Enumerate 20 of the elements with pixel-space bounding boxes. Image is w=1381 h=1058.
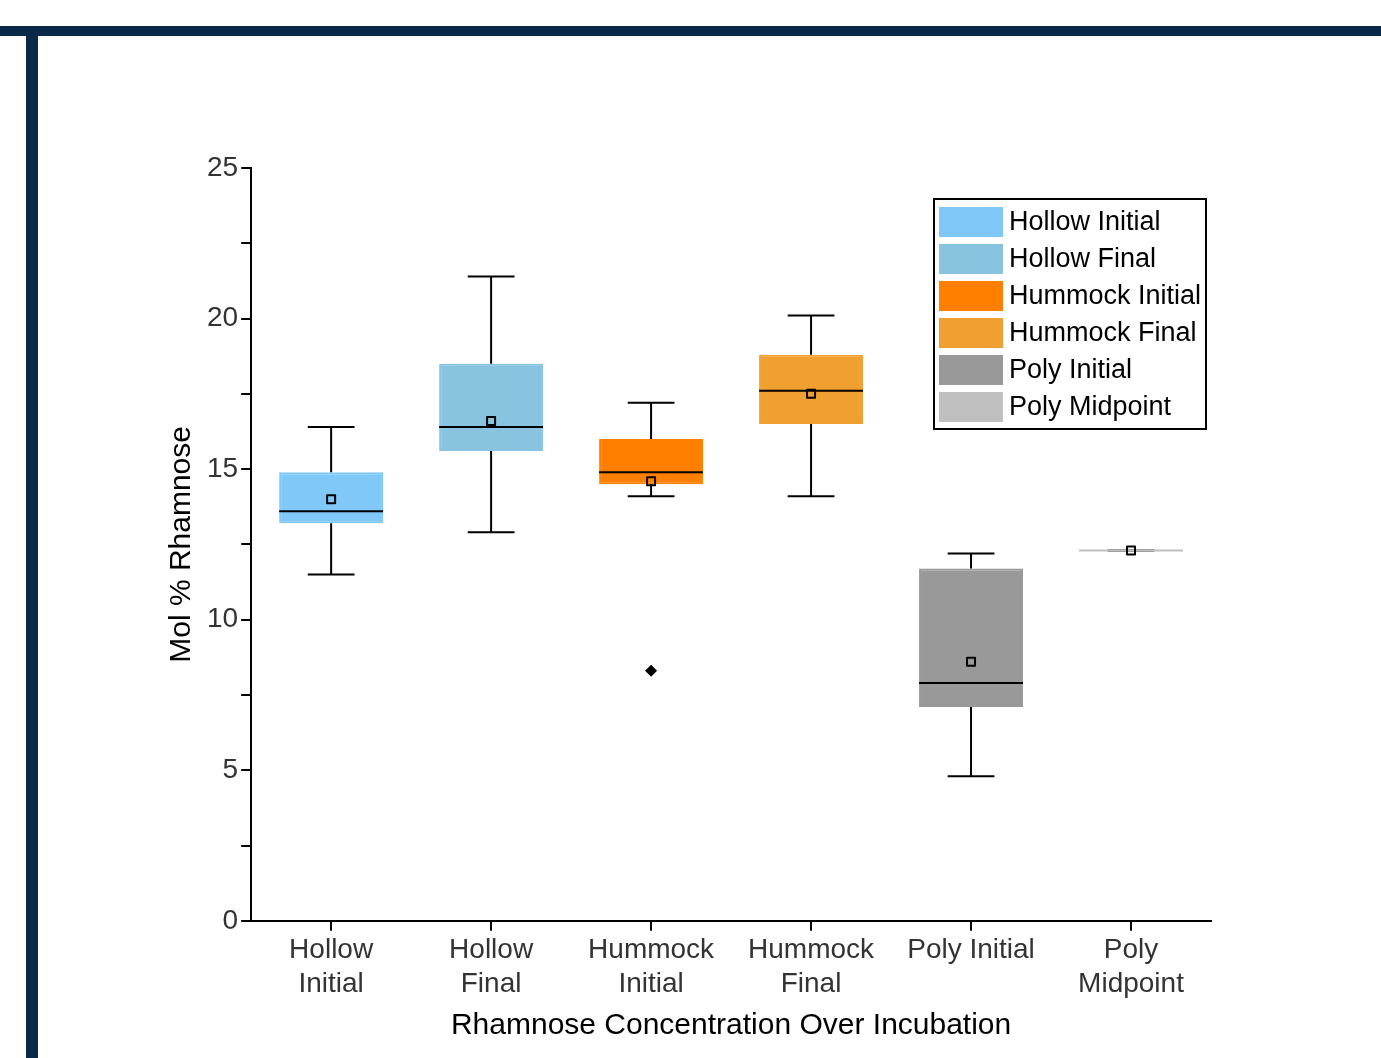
y-tick-label: 0 [222,903,239,935]
x-tick-label: Hollow Initial [289,933,374,998]
x-tick-label: Poly Initial [907,933,1035,965]
x-tick-label: Hummock Initial [588,933,716,998]
legend-label: Hummock Initial [1008,280,1201,311]
legend-label: Poly Midpoint [1008,391,1172,422]
legend-label: Poly Initial [1008,354,1133,385]
y-tick-label: 25 [206,150,239,182]
y-axis-title: Mol % Rhamnose [163,426,197,663]
x-tick-label: Hummock Final [748,933,876,998]
y-tick-label: 10 [206,602,239,634]
y-tick-label: 15 [206,451,239,483]
legend-label: Hollow Initial [1008,206,1161,237]
legend-label: Hummock Final [1008,317,1197,348]
x-axis-title: Rhamnose Concentration Over Incubation [450,1007,1012,1041]
legend-label: Hollow Final [1008,243,1157,274]
y-tick-label: 5 [222,752,239,784]
x-tick-label: Poly Midpoint [1078,933,1185,998]
x-tick-label: Hollow Final [449,933,534,998]
y-tick-label: 20 [206,301,239,333]
